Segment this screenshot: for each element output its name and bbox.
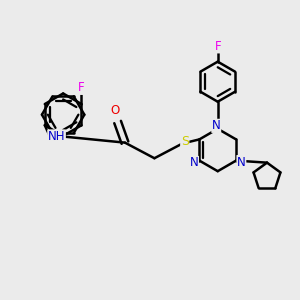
Text: N: N: [212, 119, 220, 132]
Text: F: F: [214, 40, 221, 53]
Text: NH: NH: [48, 130, 65, 143]
Text: N: N: [190, 157, 198, 169]
Text: O: O: [110, 104, 119, 117]
Text: F: F: [78, 81, 85, 94]
Text: N: N: [237, 156, 246, 169]
Text: S: S: [181, 135, 189, 148]
